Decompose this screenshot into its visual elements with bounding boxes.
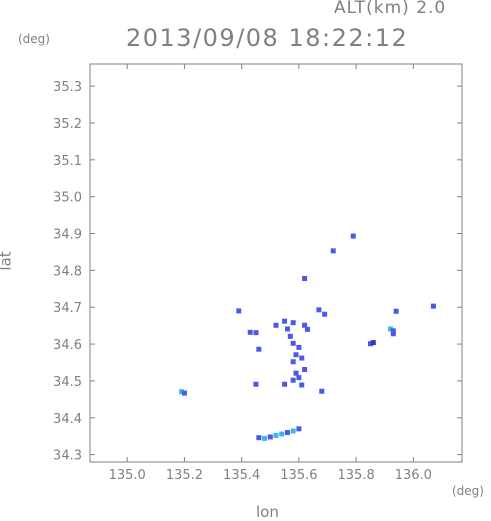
echo-point <box>393 308 399 314</box>
echo-point <box>390 331 396 337</box>
echo-point <box>290 377 296 383</box>
echo-point <box>370 340 376 346</box>
echo-point <box>302 367 308 373</box>
echo-point <box>279 431 285 437</box>
y-tick-label: 34.7 <box>53 301 82 316</box>
echo-point <box>256 346 262 352</box>
echo-point <box>330 248 336 254</box>
echo-point <box>181 390 187 396</box>
echo-point <box>296 426 302 432</box>
echo-point <box>302 322 308 328</box>
x-tick-label: 135.8 <box>338 468 375 483</box>
echo-point <box>304 326 310 332</box>
echo-point <box>282 318 288 324</box>
x-tick-label: 135.0 <box>109 468 146 483</box>
y-tick-label: 35.2 <box>53 117 82 132</box>
y-tick-label: 35.0 <box>53 191 82 206</box>
echo-point <box>284 326 290 332</box>
echo-point <box>290 320 296 326</box>
y-tick-label: 34.8 <box>53 264 82 279</box>
echo-point <box>253 330 259 336</box>
echo-point <box>236 308 242 314</box>
echo-point <box>316 307 322 313</box>
echo-point <box>253 381 259 387</box>
x-axis-label: lon <box>256 503 279 521</box>
echo-point <box>322 311 328 317</box>
echo-point <box>319 388 325 394</box>
echo-point <box>299 382 305 388</box>
chart-title-datetime: 2013/09/08 18:22:12 <box>126 24 409 52</box>
echo-point <box>179 389 185 395</box>
echo-point <box>290 340 296 346</box>
echo-point <box>293 352 299 358</box>
echo-point <box>299 355 305 361</box>
y-tick-label: 35.1 <box>53 154 82 169</box>
y-tick-label: 34.6 <box>53 338 82 353</box>
echo-point <box>296 375 302 381</box>
echo-point <box>296 344 302 350</box>
x-tick-label: 135.6 <box>280 468 317 483</box>
echo-point <box>290 428 296 434</box>
echo-point <box>387 326 393 332</box>
y-tick-label: 35.3 <box>53 80 82 95</box>
echo-point <box>290 359 296 365</box>
y-tick-label: 34.3 <box>53 449 82 464</box>
echo-point <box>282 381 288 387</box>
echo-point <box>273 322 279 328</box>
echo-point <box>390 328 396 334</box>
echo-point <box>367 341 373 347</box>
echo-point <box>287 333 293 339</box>
y-tick-label: 34.4 <box>53 412 82 427</box>
echo-point <box>247 329 253 335</box>
echo-point <box>267 434 273 440</box>
x-axis-unit: (deg) <box>452 484 484 498</box>
echo-point <box>262 435 268 441</box>
x-tick-label: 135.2 <box>166 468 203 483</box>
y-tick-label: 34.5 <box>53 375 82 390</box>
echo-point <box>284 430 290 436</box>
x-tick-label: 135.4 <box>223 468 260 483</box>
echo-point <box>430 303 436 309</box>
echo-point <box>350 233 356 239</box>
altitude-label: ALT(km) 2.0 <box>334 0 447 18</box>
echo-point <box>302 275 308 281</box>
plot-frame <box>89 63 463 463</box>
x-tick-label: 136.0 <box>395 468 432 483</box>
y-tick-label: 34.9 <box>53 228 82 243</box>
echo-point <box>256 435 262 441</box>
echo-point <box>293 370 299 376</box>
y-axis-unit: (deg) <box>18 32 50 46</box>
echo-point <box>273 432 279 438</box>
